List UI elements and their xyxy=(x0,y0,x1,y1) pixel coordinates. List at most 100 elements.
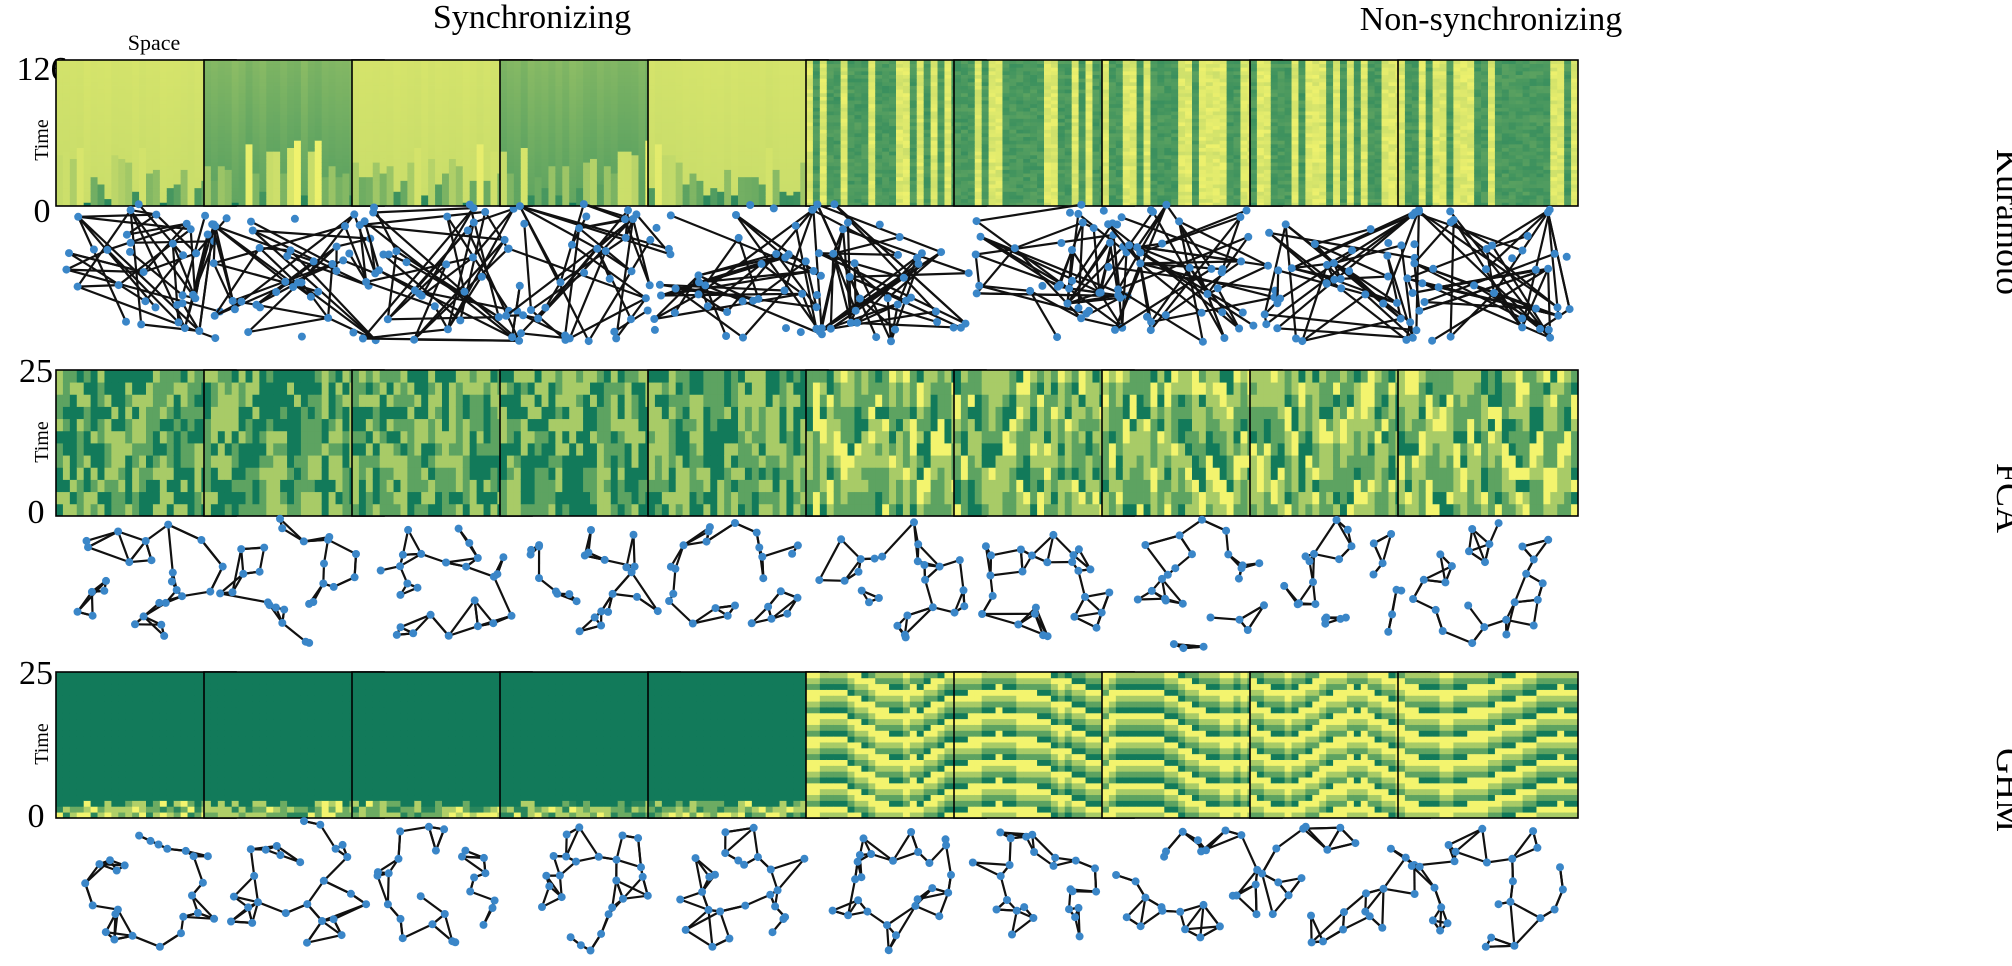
heatmap-cell xyxy=(648,144,655,148)
heatmap-cell xyxy=(521,137,528,141)
heatmap-cell xyxy=(562,140,569,144)
heatmap-cell xyxy=(280,107,287,111)
heatmap-cell xyxy=(648,140,655,144)
heatmap-cell xyxy=(160,111,167,115)
heatmap-cell xyxy=(225,184,232,188)
heatmap-cell xyxy=(266,184,273,188)
heatmap-cell xyxy=(301,151,308,155)
heatmap-cell xyxy=(449,97,456,101)
heatmap-cell xyxy=(625,111,632,115)
heatmap-cell xyxy=(463,133,470,137)
heatmap-cell xyxy=(618,115,625,119)
heatmap-cell xyxy=(301,100,308,104)
heatmap-cell xyxy=(366,86,373,90)
heatmap-cell xyxy=(669,126,676,130)
heatmap-cell xyxy=(366,195,373,199)
heatmap-cell xyxy=(204,64,211,68)
heatmap-cell xyxy=(569,195,576,199)
heatmap-cell xyxy=(724,111,731,115)
heatmap-cell xyxy=(655,155,662,159)
heatmap-cell xyxy=(456,162,463,166)
heatmap-cell xyxy=(683,107,690,111)
heatmap-cell xyxy=(710,100,717,104)
heatmap-cell xyxy=(703,133,710,137)
heatmap-cell xyxy=(280,67,287,71)
heatmap-cell xyxy=(590,82,597,86)
heatmap-cell xyxy=(387,100,394,104)
heatmap-cell xyxy=(414,104,421,108)
heatmap-cell xyxy=(63,195,70,199)
heatmap-cell xyxy=(507,199,514,203)
graph-node xyxy=(628,267,636,275)
heatmap-cell xyxy=(611,199,618,203)
heatmap-cell xyxy=(648,122,655,126)
heatmap-cell xyxy=(470,184,477,188)
heatmap-cell xyxy=(329,162,336,166)
heatmap-cell xyxy=(77,170,84,174)
heatmap-cell xyxy=(315,71,322,75)
heatmap-cell xyxy=(535,159,542,163)
heatmap-cell xyxy=(690,162,697,166)
heatmap-cell xyxy=(597,180,604,184)
heatmap-cell xyxy=(435,173,442,177)
heatmap-cell xyxy=(294,191,301,195)
heatmap-cell xyxy=(239,89,246,93)
heatmap-cell xyxy=(91,118,98,122)
heatmap-cell xyxy=(456,144,463,148)
heatmap-cell xyxy=(521,151,528,155)
heatmap-cell xyxy=(500,115,507,119)
heatmap-cell xyxy=(407,184,414,188)
heatmap-cell xyxy=(336,148,343,152)
heatmap-cell xyxy=(366,191,373,195)
heatmap-cell xyxy=(442,71,449,75)
heatmap-cell xyxy=(490,166,497,170)
heatmap-cell xyxy=(655,78,662,82)
heatmap-cell xyxy=(535,166,542,170)
heatmap-cell xyxy=(204,162,211,166)
heatmap-cell xyxy=(125,170,132,174)
heatmap-cell xyxy=(308,177,315,181)
heatmap-cell xyxy=(548,104,555,108)
heatmap-cell xyxy=(562,67,569,71)
heatmap-cell xyxy=(139,129,146,133)
heatmap-cell xyxy=(174,115,181,119)
graph-node xyxy=(281,278,289,286)
heatmap-cell xyxy=(477,100,484,104)
heatmap-cell xyxy=(576,173,583,177)
ghm-time-axis-label: Time xyxy=(31,723,53,765)
heatmap-cell xyxy=(542,188,549,192)
heatmap-cell xyxy=(146,170,153,174)
heatmap-cell xyxy=(428,151,435,155)
heatmap-cell xyxy=(259,155,266,159)
heatmap-cell xyxy=(514,78,521,82)
heatmap-cell xyxy=(724,191,731,195)
heatmap-cell xyxy=(421,155,428,159)
heatmap-cell xyxy=(611,75,618,79)
heatmap-cell xyxy=(259,137,266,141)
heatmap-cell xyxy=(669,115,676,119)
heatmap-cell xyxy=(463,75,470,79)
heatmap-cell xyxy=(315,67,322,71)
heatmap-cell xyxy=(63,75,70,79)
heatmap-cell xyxy=(514,180,521,184)
heatmap-cell xyxy=(252,170,259,174)
heatmap-cell xyxy=(139,195,146,199)
heatmap-cell xyxy=(84,170,91,174)
heatmap-cell xyxy=(562,162,569,166)
heatmap-cell xyxy=(662,173,669,177)
graph-node xyxy=(350,210,358,218)
heatmap-cell xyxy=(188,67,195,71)
heatmap-cell xyxy=(153,173,160,177)
heatmap-cell xyxy=(576,180,583,184)
heatmap-cell xyxy=(287,126,294,130)
heatmap-cell xyxy=(167,104,174,108)
heatmap-cell xyxy=(294,177,301,181)
heatmap-cell xyxy=(259,97,266,101)
graph-node xyxy=(192,249,200,257)
heatmap-cell xyxy=(597,89,604,93)
heatmap-cell xyxy=(387,133,394,137)
heatmap-cell xyxy=(548,100,555,104)
heatmap-cell xyxy=(387,140,394,144)
heatmap-cell xyxy=(188,195,195,199)
heatmap-cell xyxy=(514,133,521,137)
